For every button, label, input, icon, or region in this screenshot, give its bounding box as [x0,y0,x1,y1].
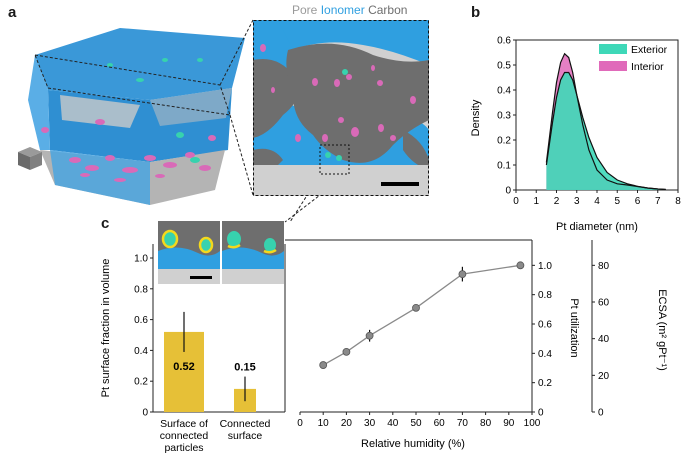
legend-pore: Pore [292,3,318,17]
utilization-tick-label: 0.6 [538,320,552,331]
utilization-point [365,331,374,340]
y-tick-label: 0.6 [497,36,511,47]
utilization-line [322,264,521,366]
inset-slice-connected-surface [222,221,284,284]
line-x-tick-label: 30 [364,418,376,429]
line-x-tick-label: 90 [503,418,515,429]
bar-y-tick-label: 0 [142,408,148,419]
ecsa-axis-label: ECSA (m² gPt⁻¹) [656,289,668,371]
y-tick-label: 0.1 [497,161,511,172]
line-x-tick-label: 10 [318,418,330,429]
scale-bar [381,182,419,186]
y-tick-label: 0.3 [497,111,511,122]
density-line-interior [545,52,666,191]
x-tick-label: 8 [675,196,681,207]
inset-scale-bar [190,276,212,279]
bar-value-label: 0.15 [234,362,255,374]
line-x-tick-label: 100 [524,418,541,429]
x-tick-label: 7 [655,196,661,207]
utilization-point [319,361,328,369]
panel-label-b: b [471,4,481,21]
bar-y-tick-label: 1.0 [134,254,148,265]
y-tick-label: 0.4 [497,86,511,97]
inset-slice-connected-particles [158,221,220,284]
tomography-slice [253,20,429,196]
bar-y-tick-label: 0.4 [134,346,148,357]
x-tick-label: 6 [635,196,641,207]
utilization-point [516,261,525,270]
volume-top-face [35,28,245,100]
utilization-chart: 0 0.2 0.4 0.6 0.8 1.0 0.52 Surface ofconnectedp… [100,239,668,454]
ecsa-tick-label: 80 [598,261,610,272]
legend-swatch-exterior [599,44,627,54]
bar-value-label: 0.52 [173,361,194,373]
line-x-tick-label: 20 [341,418,353,429]
ecsa-tick-label: 20 [598,371,610,382]
line-x-tick-label: 0 [297,418,303,429]
bar-y-tick-label: 0.6 [134,315,148,326]
line-x-tick-label: 60 [434,418,446,429]
line-x-tick-label: 50 [410,418,422,429]
bar-category-label: surface [228,430,263,442]
ecsa-tick-label: 40 [598,334,610,345]
utilization-point [342,347,351,356]
line-x-tick-label: 70 [457,418,469,429]
legend-carbon: Carbon [368,3,408,17]
bar-category-label: particles [164,442,203,454]
x-tick-label: 2 [554,196,560,207]
x-tick-label: 5 [614,196,620,207]
line-x-tick-label: 80 [480,418,492,429]
bar-category-label: Connected [220,418,271,430]
legend-label-exterior: Exterior [631,44,668,56]
x-axis-label: Pt diameter (nm) [556,221,638,233]
phase-legend: Pore Ionomer Carbon [292,3,407,17]
utilization-point [412,303,420,312]
x-tick-label: 4 [594,196,600,207]
y-axis-label: Density [470,99,482,136]
utilization-tick-label: 0.8 [538,290,552,301]
utilization-tick-label: 1.0 [538,261,552,272]
utilization-tick-label: 0.2 [538,378,552,389]
legend-swatch-interior [599,61,627,71]
y-tick-label: 0.5 [497,61,511,72]
utilization-tick-label: 0 [538,408,544,419]
x-tick-label: 1 [533,196,539,207]
x-tick-label: 3 [574,196,580,207]
scale-cube [18,147,42,170]
panel-label-a: a [8,4,17,21]
ecsa-tick-label: 0 [598,408,604,419]
y-tick-label: 0.2 [497,136,511,147]
legend-ionomer: Ionomer [320,3,365,17]
bar-y-tick-label: 0.8 [134,284,148,295]
tomography-volume-render [18,28,245,205]
bar-category-label: Surface of [160,418,208,430]
x-tick-label: 0 [513,196,519,207]
utilization-tick-label: 0.4 [538,349,552,360]
density-area-exterior [546,72,666,190]
bar-category-label: connected [160,430,209,442]
y-tick-label: 0 [505,186,511,197]
line-x-tick-label: 40 [387,418,399,429]
bar-y-tick-label: 0.2 [134,377,148,388]
bar-y-axis-label: Pt surface fraction in volume [100,259,112,398]
pt-utilization-axis-label: Pt utilization [568,298,580,357]
density-chart: 0 1 2 3 4 5 6 7 8 0 0.1 0.2 0.3 0.4 0.5 0.6 Exterior Int… [470,36,681,234]
legend-label-interior: Interior [631,61,664,73]
panel-label-c: c [101,215,110,232]
ecsa-tick-label: 60 [598,298,610,309]
line-x-axis-label: Relative humidity (%) [361,438,465,450]
utilization-point [458,270,467,279]
zoom-region-box [319,144,350,175]
